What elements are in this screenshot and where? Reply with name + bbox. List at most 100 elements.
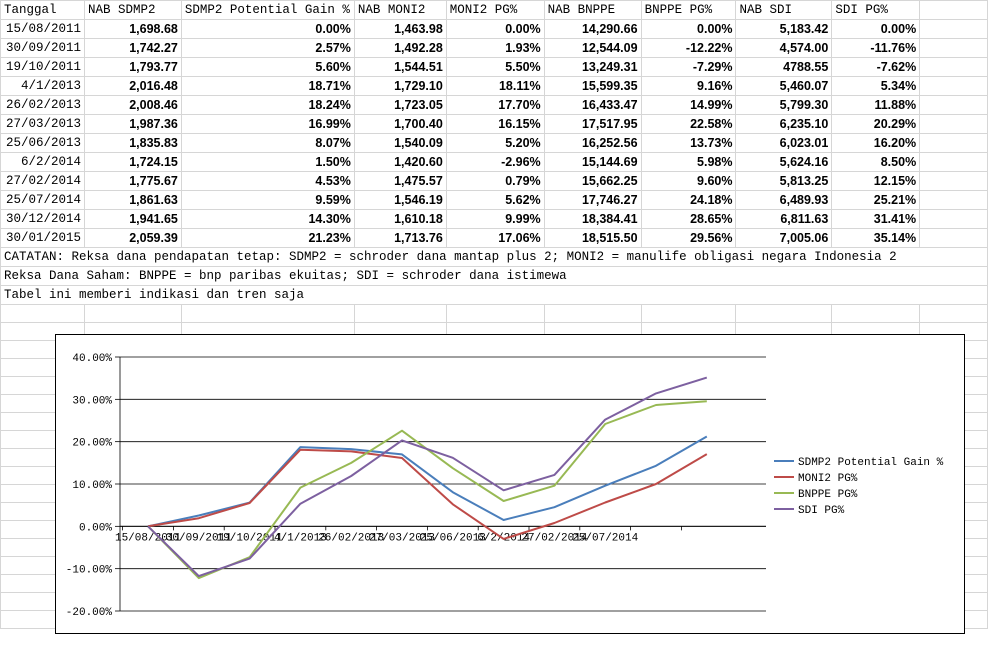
value-cell[interactable]: 4.53%	[180, 171, 355, 191]
value-cell[interactable]: 18.71%	[180, 76, 355, 96]
value-cell[interactable]: 14.99%	[640, 95, 737, 115]
empty-cell[interactable]	[919, 19, 988, 39]
value-cell[interactable]: 1,475.57	[353, 171, 447, 191]
value-cell[interactable]: 11.88%	[831, 95, 921, 115]
empty-cell[interactable]	[919, 38, 988, 58]
value-cell[interactable]: 1,793.77	[83, 57, 182, 77]
value-cell[interactable]: 5.34%	[831, 76, 921, 96]
empty-cell[interactable]	[919, 228, 988, 248]
empty-cell[interactable]	[831, 304, 921, 323]
header-cell[interactable]: SDI PG%	[831, 0, 921, 20]
value-cell[interactable]: 4788.55	[735, 57, 833, 77]
empty-cell[interactable]	[919, 57, 988, 77]
value-cell[interactable]: 1,729.10	[353, 76, 447, 96]
empty-cell[interactable]	[543, 304, 642, 323]
value-cell[interactable]: 1,861.63	[83, 190, 182, 210]
value-cell[interactable]: 7,005.06	[735, 228, 833, 248]
value-cell[interactable]: 0.00%	[180, 19, 355, 39]
value-cell[interactable]: 9.59%	[180, 190, 355, 210]
value-cell[interactable]: 1,540.09	[353, 133, 447, 153]
date-cell[interactable]: 6/2/2014	[0, 152, 85, 172]
value-cell[interactable]: 5.98%	[640, 152, 737, 172]
value-cell[interactable]: 18,384.41	[543, 209, 642, 229]
value-cell[interactable]: 5,799.30	[735, 95, 833, 115]
value-cell[interactable]: 1,610.18	[353, 209, 447, 229]
value-cell[interactable]: 0.00%	[831, 19, 921, 39]
value-cell[interactable]: 14.30%	[180, 209, 355, 229]
value-cell[interactable]: 5,813.25	[735, 171, 833, 191]
value-cell[interactable]: 18.11%	[445, 76, 545, 96]
empty-cell[interactable]	[919, 0, 988, 20]
empty-cell[interactable]	[919, 209, 988, 229]
value-cell[interactable]: 16.20%	[831, 133, 921, 153]
value-cell[interactable]: -2.96%	[445, 152, 545, 172]
value-cell[interactable]: 4,574.00	[735, 38, 833, 58]
value-cell[interactable]: 2,059.39	[83, 228, 182, 248]
date-cell[interactable]: 4/1/2013	[0, 76, 85, 96]
empty-cell[interactable]	[919, 76, 988, 96]
value-cell[interactable]: 2,016.48	[83, 76, 182, 96]
empty-cell[interactable]	[735, 304, 833, 323]
date-cell[interactable]: 30/01/2015	[0, 228, 85, 248]
empty-cell[interactable]	[640, 304, 737, 323]
value-cell[interactable]: -12.22%	[640, 38, 737, 58]
empty-cell[interactable]	[445, 304, 545, 323]
empty-cell[interactable]	[919, 95, 988, 115]
value-cell[interactable]: 9.16%	[640, 76, 737, 96]
note-cell[interactable]: Tabel ini memberi indikasi dan tren saja	[0, 285, 988, 305]
value-cell[interactable]: 15,144.69	[543, 152, 642, 172]
value-cell[interactable]: 24.18%	[640, 190, 737, 210]
value-cell[interactable]: 8.50%	[831, 152, 921, 172]
value-cell[interactable]: 1,492.28	[353, 38, 447, 58]
value-cell[interactable]: 5.60%	[180, 57, 355, 77]
value-cell[interactable]: -7.29%	[640, 57, 737, 77]
empty-cell[interactable]	[180, 304, 355, 323]
value-cell[interactable]: 1,724.15	[83, 152, 182, 172]
value-cell[interactable]: 1,835.83	[83, 133, 182, 153]
value-cell[interactable]: -11.76%	[831, 38, 921, 58]
header-cell[interactable]: NAB SDMP2	[83, 0, 182, 20]
value-cell[interactable]: 6,023.01	[735, 133, 833, 153]
date-cell[interactable]: 30/12/2014	[0, 209, 85, 229]
empty-cell[interactable]	[919, 190, 988, 210]
value-cell[interactable]: 15,599.35	[543, 76, 642, 96]
date-cell[interactable]: 25/06/2013	[0, 133, 85, 153]
value-cell[interactable]: 18,515.50	[543, 228, 642, 248]
value-cell[interactable]: 1,698.68	[83, 19, 182, 39]
date-cell[interactable]: 27/02/2014	[0, 171, 85, 191]
value-cell[interactable]: 5,460.07	[735, 76, 833, 96]
value-cell[interactable]: 12.15%	[831, 171, 921, 191]
value-cell[interactable]: 5.62%	[445, 190, 545, 210]
value-cell[interactable]: 1,775.67	[83, 171, 182, 191]
empty-cell[interactable]	[919, 171, 988, 191]
value-cell[interactable]: 1,544.51	[353, 57, 447, 77]
value-cell[interactable]: 31.41%	[831, 209, 921, 229]
value-cell[interactable]: 1,700.40	[353, 114, 447, 134]
value-cell[interactable]: 0.79%	[445, 171, 545, 191]
empty-cell[interactable]	[919, 133, 988, 153]
header-cell[interactable]: NAB MONI2	[353, 0, 447, 20]
value-cell[interactable]: 21.23%	[180, 228, 355, 248]
value-cell[interactable]: 16.99%	[180, 114, 355, 134]
value-cell[interactable]: 1,742.27	[83, 38, 182, 58]
value-cell[interactable]: 17,517.95	[543, 114, 642, 134]
value-cell[interactable]: 15,662.25	[543, 171, 642, 191]
value-cell[interactable]: 14,290.66	[543, 19, 642, 39]
date-cell[interactable]: 19/10/2011	[0, 57, 85, 77]
header-cell[interactable]: SDMP2 Potential Gain %	[180, 0, 355, 20]
value-cell[interactable]: 1,546.19	[353, 190, 447, 210]
value-cell[interactable]: 5.20%	[445, 133, 545, 153]
value-cell[interactable]: 1.93%	[445, 38, 545, 58]
empty-cell[interactable]	[83, 304, 182, 323]
value-cell[interactable]: 1,723.05	[353, 95, 447, 115]
value-cell[interactable]: 1,420.60	[353, 152, 447, 172]
value-cell[interactable]: 6,489.93	[735, 190, 833, 210]
header-cell[interactable]: BNPPE PG%	[640, 0, 737, 20]
value-cell[interactable]: 6,235.10	[735, 114, 833, 134]
date-cell[interactable]: 27/03/2013	[0, 114, 85, 134]
header-cell[interactable]: NAB SDI	[735, 0, 833, 20]
date-cell[interactable]: 30/09/2011	[0, 38, 85, 58]
value-cell[interactable]: 5,183.42	[735, 19, 833, 39]
empty-cell[interactable]	[919, 304, 988, 323]
empty-cell[interactable]	[0, 304, 85, 323]
